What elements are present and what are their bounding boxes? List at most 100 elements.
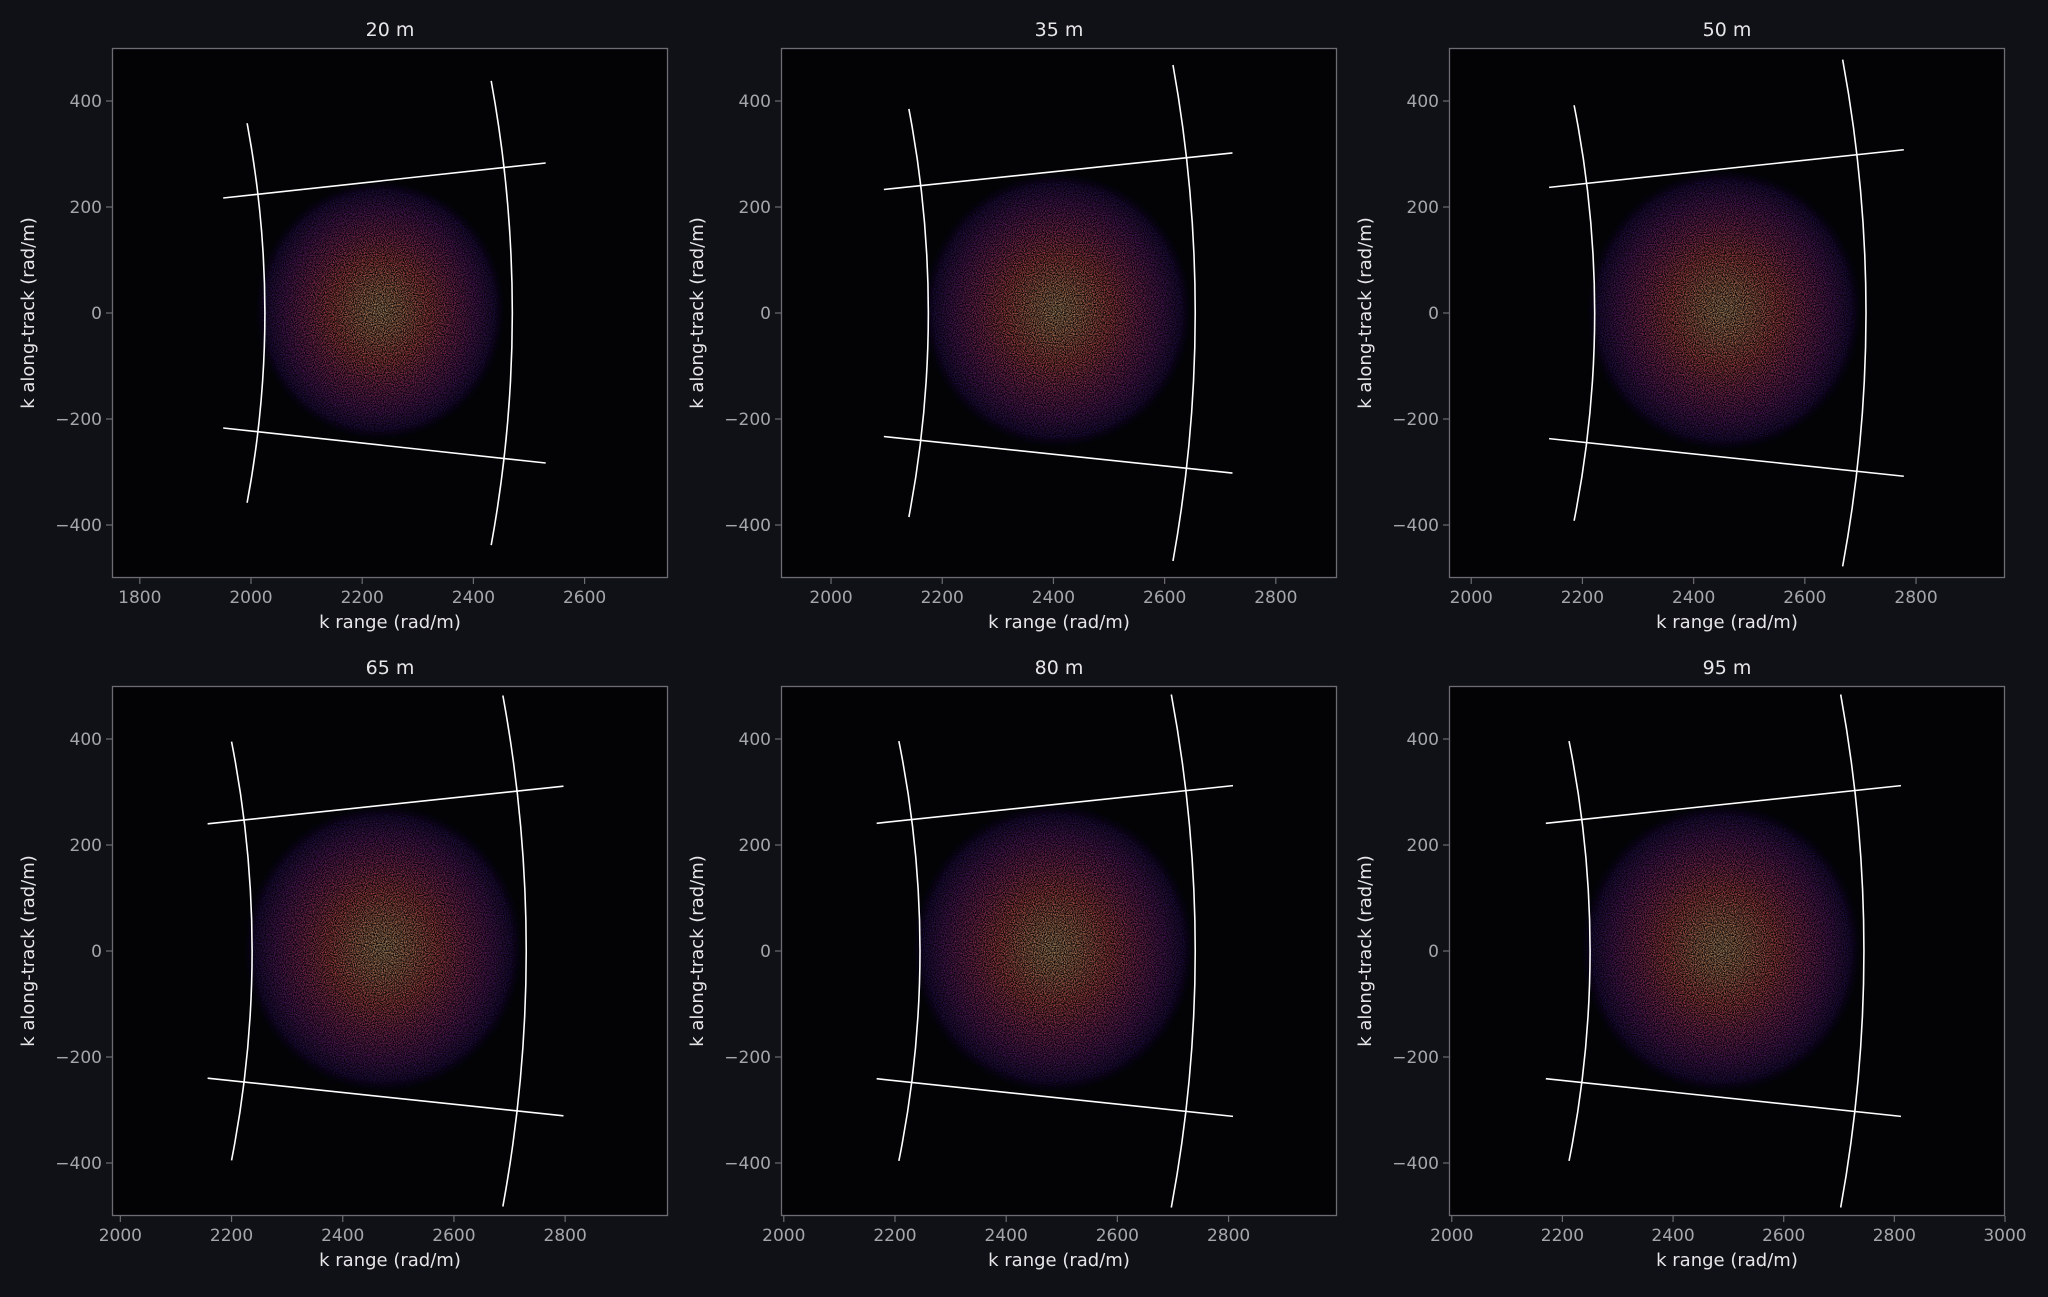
x-tick-label: 2800	[1873, 1226, 1916, 1246]
x-tick-label: 2000	[809, 588, 852, 608]
footprint-outline	[207, 695, 564, 1207]
x-tick-label: 2600	[1783, 588, 1826, 608]
footprint-bottom-edge	[876, 1077, 1234, 1118]
footprint-outer-arc	[502, 695, 527, 1207]
density-heatmap	[240, 801, 527, 1096]
subplot-panel: 2000 2200 2400 2600 2800 −400 −200 0 200 400 80 m k…	[687, 657, 1338, 1271]
x-tick-label: 2000	[229, 588, 272, 608]
y-tick-label: −200	[55, 410, 102, 430]
subplot-panel: 2000 2200 2400 2600 2800 −400 −200 0 200 400 65 m k…	[18, 657, 669, 1271]
footprint-outer-arc	[1841, 59, 1867, 567]
axes-frame	[111, 47, 669, 579]
footprint-bottom-edge	[1545, 1077, 1902, 1118]
footprint-inner-arc	[1573, 105, 1596, 521]
axes-frame	[1448, 685, 2006, 1217]
y-tick-label: −400	[1392, 1154, 1439, 1174]
footprint-outer-arc	[1170, 694, 1196, 1208]
y-axis-label: k along-track (rad/m)	[18, 217, 39, 409]
y-tick-label: 200	[739, 198, 771, 218]
x-tick-label: 2000	[1430, 1226, 1473, 1246]
density-blob	[1583, 166, 1866, 455]
subplot-title: 20 m	[366, 19, 415, 41]
footprint-inner-arc	[898, 740, 921, 1162]
footprint-bottom-edge	[207, 1077, 564, 1117]
y-tick-label: −400	[55, 516, 102, 536]
x-tick-label: 2400	[1672, 588, 1715, 608]
y-tick-label: 400	[739, 730, 771, 750]
footprint-outline	[223, 80, 546, 546]
density-blob	[240, 801, 527, 1096]
footprint-top-edge	[876, 784, 1234, 825]
x-tick-label: 2400	[1032, 588, 1075, 608]
footprint-inner-arc	[1568, 740, 1591, 1162]
footprint-top-edge	[223, 162, 546, 199]
footprint-outer-arc	[490, 80, 514, 546]
footprint-bottom-edge	[883, 435, 1233, 474]
x-tick-label: 2800	[544, 1226, 587, 1246]
x-tick-label: 2000	[99, 1226, 142, 1246]
y-tick-label: 0	[760, 942, 771, 962]
x-tick-label: 2200	[1541, 1226, 1584, 1246]
footprint-inner-arc	[246, 123, 266, 503]
subplot-panel: 2000 2200 2400 2600 2800 −400 −200 0 200 400 35 m k…	[687, 19, 1338, 633]
y-tick-label: −400	[1392, 516, 1439, 536]
y-tick-label: 200	[739, 836, 771, 856]
x-axis-label: k range (rad/m)	[1656, 612, 1798, 633]
x-tick-label: 2200	[873, 1226, 916, 1246]
y-tick-label: 0	[1428, 304, 1439, 324]
y-tick-label: 0	[91, 304, 102, 324]
y-tick-label: −200	[1392, 410, 1439, 430]
y-tick-label: 400	[1407, 730, 1439, 750]
density-blob	[909, 800, 1198, 1096]
x-tick-label: 2800	[1894, 588, 1937, 608]
footprint-top-edge	[1548, 148, 1904, 189]
subplot-panel: 2000 2200 2400 2600 2800 −400 −200 0 200 400 50 m k…	[1355, 19, 2006, 633]
axes-frame	[780, 685, 1338, 1217]
x-tick-label: 2600	[1096, 1226, 1139, 1246]
x-axis-label: k range (rad/m)	[319, 612, 461, 633]
x-axis-label: k range (rad/m)	[1656, 1250, 1798, 1271]
subplot-title: 80 m	[1035, 657, 1084, 679]
y-tick-label: 0	[1428, 942, 1439, 962]
y-axis-label: k along-track (rad/m)	[1355, 217, 1376, 409]
y-tick-label: −400	[724, 516, 771, 536]
density-blob	[252, 177, 508, 443]
y-tick-label: 400	[70, 730, 102, 750]
x-tick-label: 2200	[341, 588, 384, 608]
subplot-title: 95 m	[1703, 657, 1752, 679]
x-tick-label: 2600	[432, 1226, 475, 1246]
y-tick-label: −400	[724, 1154, 771, 1174]
x-tick-label: 2600	[1143, 588, 1186, 608]
x-tick-label: 2000	[1450, 588, 1493, 608]
axes-frame	[780, 47, 1338, 579]
footprint-outline	[883, 64, 1233, 562]
y-tick-label: 200	[1407, 198, 1439, 218]
footprint-bottom-edge	[1548, 437, 1904, 478]
y-tick-label: 200	[70, 198, 102, 218]
y-tick-label: −200	[1392, 1048, 1439, 1068]
x-tick-label: 2400	[452, 588, 495, 608]
subplot-panel: 2000 2200 2400 2600 2800 3000 −400 −200 0 200 400 9…	[1355, 657, 2027, 1271]
x-axis-label: k range (rad/m)	[988, 612, 1130, 633]
y-tick-label: 400	[70, 92, 102, 112]
y-tick-label: −400	[55, 1154, 102, 1174]
y-axis-label: k along-track (rad/m)	[687, 217, 708, 409]
density-heatmap	[919, 169, 1196, 452]
y-tick-label: 0	[760, 304, 771, 324]
density-heatmap	[1577, 800, 1865, 1096]
density-blob	[919, 169, 1196, 452]
y-tick-label: −200	[724, 1048, 771, 1068]
y-tick-label: −200	[55, 1048, 102, 1068]
footprint-outline	[876, 694, 1234, 1208]
density-blob	[1577, 800, 1865, 1096]
x-tick-label: 2800	[1207, 1226, 1250, 1246]
x-tick-label: 3000	[1983, 1226, 2026, 1246]
x-tick-label: 2200	[921, 588, 964, 608]
subplot-title: 35 m	[1035, 19, 1084, 41]
y-tick-label: 0	[91, 942, 102, 962]
x-tick-label: 2400	[321, 1226, 364, 1246]
subplot-title: 65 m	[366, 657, 415, 679]
x-tick-label: 2200	[210, 1226, 253, 1246]
axes-frame	[111, 685, 669, 1217]
